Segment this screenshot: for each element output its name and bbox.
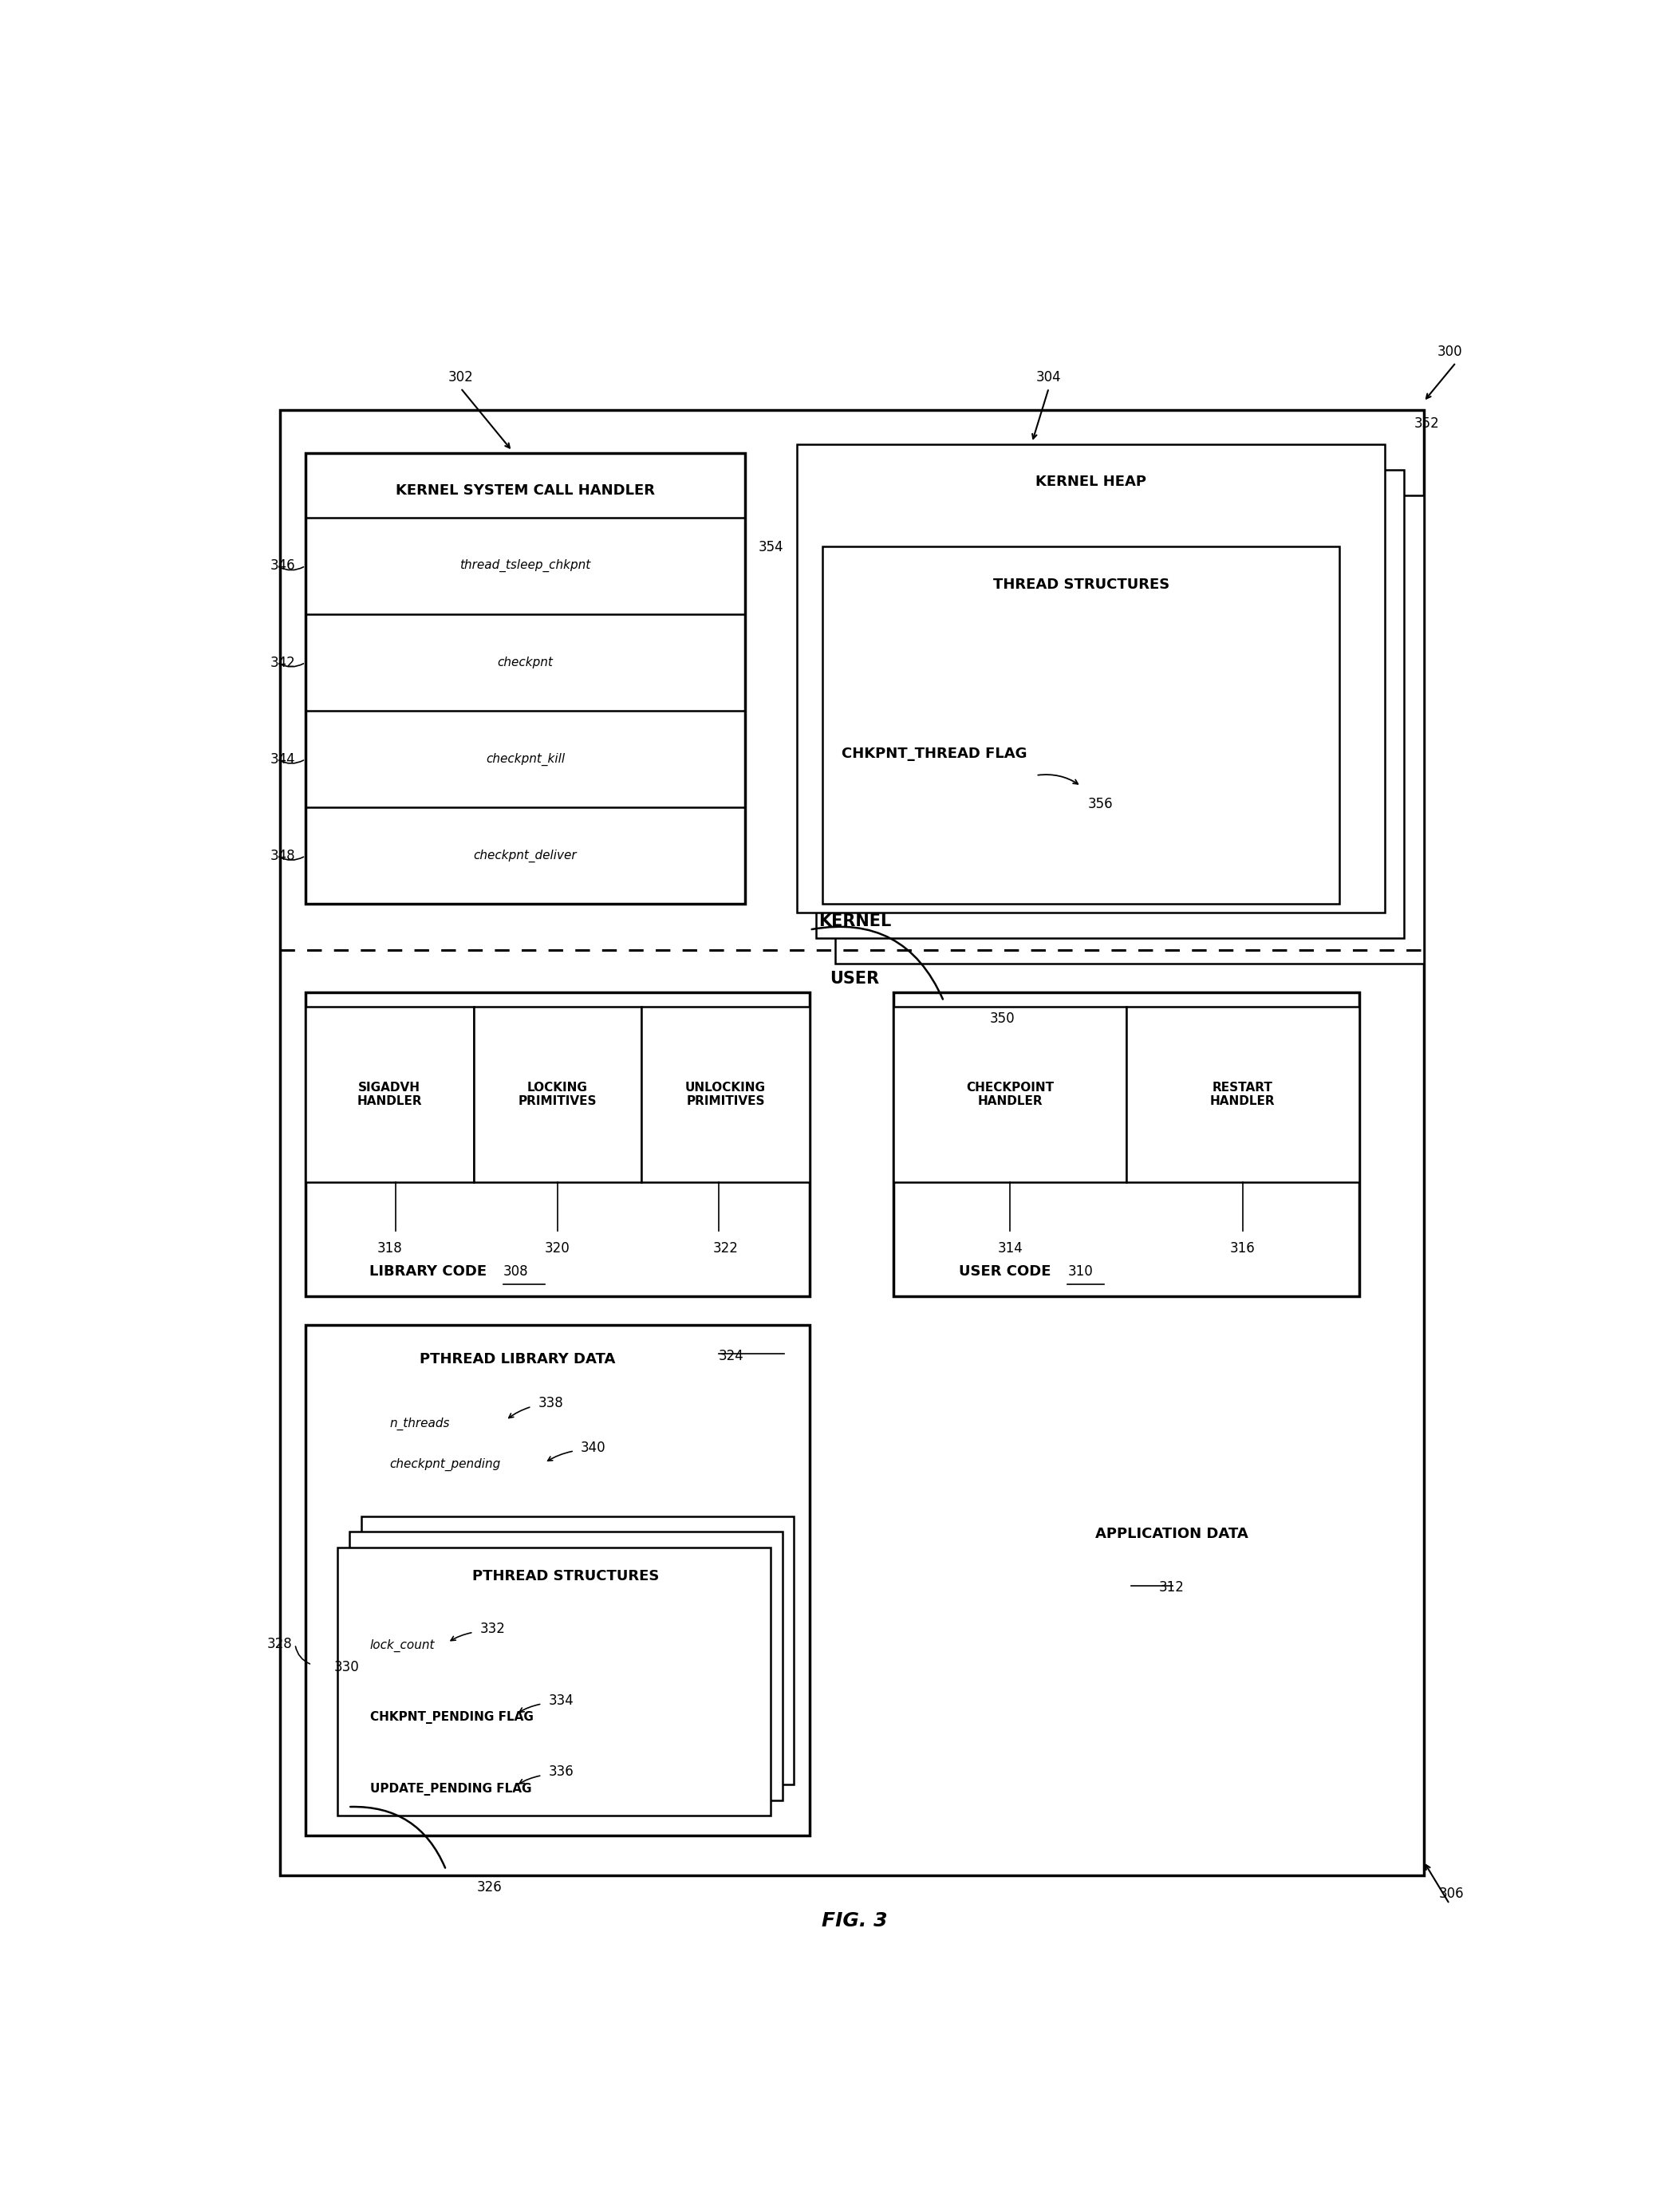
Text: 330: 330 (334, 1659, 359, 1674)
Text: THREAD STRUCTURES: THREAD STRUCTURES (992, 577, 1169, 591)
Text: RESTART
HANDLER: RESTART HANDLER (1209, 1082, 1276, 1108)
Text: 308: 308 (504, 1265, 529, 1279)
Text: 302: 302 (449, 369, 474, 385)
Text: 306: 306 (1439, 1887, 1465, 1900)
Text: 350: 350 (989, 1011, 1016, 1026)
Text: 314: 314 (997, 1241, 1022, 1256)
Bar (816, 469, 1404, 938)
Text: 354: 354 (759, 540, 784, 555)
Text: KERNEL HEAP: KERNEL HEAP (1036, 476, 1146, 489)
Text: LOCKING
PRIMITIVES: LOCKING PRIMITIVES (519, 1082, 597, 1108)
Text: SIGADVH
HANDLER: SIGADVH HANDLER (357, 1082, 422, 1108)
Text: LIBRARY CODE: LIBRARY CODE (370, 1265, 497, 1279)
Text: 342: 342 (270, 655, 295, 670)
Bar (360, 1517, 794, 1785)
Bar (305, 1006, 474, 1181)
Text: FIG. 3: FIG. 3 (822, 1911, 887, 1931)
Bar (305, 993, 809, 1296)
Text: 340: 340 (580, 1440, 605, 1455)
Bar (280, 409, 1424, 1876)
Text: n_threads: n_threads (390, 1418, 450, 1431)
Bar (822, 546, 1339, 905)
Text: KERNEL SYSTEM CALL HANDLER: KERNEL SYSTEM CALL HANDLER (395, 484, 656, 498)
Text: 356: 356 (1088, 796, 1113, 812)
Text: CHKPNT_THREAD FLAG: CHKPNT_THREAD FLAG (842, 748, 1027, 761)
Text: 352: 352 (1414, 416, 1439, 431)
Text: checkpnt_kill: checkpnt_kill (485, 752, 565, 765)
Bar (1126, 1006, 1359, 1181)
Text: 336: 336 (549, 1765, 574, 1778)
Text: 326: 326 (477, 1880, 502, 1893)
Text: CHKPNT_PENDING FLAG: CHKPNT_PENDING FLAG (370, 1712, 534, 1723)
Bar (305, 1325, 809, 1836)
Bar (797, 445, 1384, 914)
Text: 328: 328 (267, 1637, 292, 1652)
Text: PTHREAD STRUCTURES: PTHREAD STRUCTURES (472, 1568, 659, 1584)
Bar (894, 1006, 1126, 1181)
Text: 348: 348 (270, 849, 295, 863)
Text: 300: 300 (1438, 345, 1463, 358)
Text: checkpnt: checkpnt (497, 657, 554, 668)
Text: 332: 332 (480, 1621, 505, 1637)
Text: KERNEL: KERNEL (819, 914, 891, 929)
Text: CHECKPOINT
HANDLER: CHECKPOINT HANDLER (966, 1082, 1054, 1108)
Text: 322: 322 (712, 1241, 739, 1256)
Text: 346: 346 (270, 560, 295, 573)
Bar (642, 1006, 809, 1181)
Text: lock_count: lock_count (370, 1639, 435, 1652)
Text: 334: 334 (549, 1692, 574, 1708)
Text: 320: 320 (545, 1241, 570, 1256)
Bar (474, 1006, 642, 1181)
Text: USER: USER (831, 971, 879, 987)
Text: UPDATE_PENDING FLAG: UPDATE_PENDING FLAG (370, 1783, 532, 1796)
Text: UNLOCKING
PRIMITIVES: UNLOCKING PRIMITIVES (686, 1082, 766, 1108)
Bar (349, 1531, 782, 1801)
Text: PTHREAD LIBRARY DATA: PTHREAD LIBRARY DATA (419, 1352, 615, 1367)
Bar (894, 993, 1359, 1296)
Text: 316: 316 (1229, 1241, 1256, 1256)
Text: 310: 310 (1068, 1265, 1093, 1279)
Text: thread_tsleep_chkpnt: thread_tsleep_chkpnt (460, 560, 590, 573)
Bar (836, 495, 1424, 964)
Text: checkpnt_pending: checkpnt_pending (390, 1458, 500, 1471)
Text: checkpnt_deliver: checkpnt_deliver (474, 849, 577, 863)
Text: 304: 304 (1036, 369, 1061, 385)
Text: 312: 312 (1159, 1579, 1184, 1595)
Text: 338: 338 (539, 1396, 564, 1411)
Bar (305, 453, 746, 905)
Text: 324: 324 (719, 1349, 744, 1363)
Text: 344: 344 (270, 752, 295, 765)
Text: USER CODE: USER CODE (959, 1265, 1061, 1279)
Text: APPLICATION DATA: APPLICATION DATA (1096, 1526, 1248, 1542)
Text: 318: 318 (377, 1241, 402, 1256)
Bar (337, 1546, 771, 1816)
